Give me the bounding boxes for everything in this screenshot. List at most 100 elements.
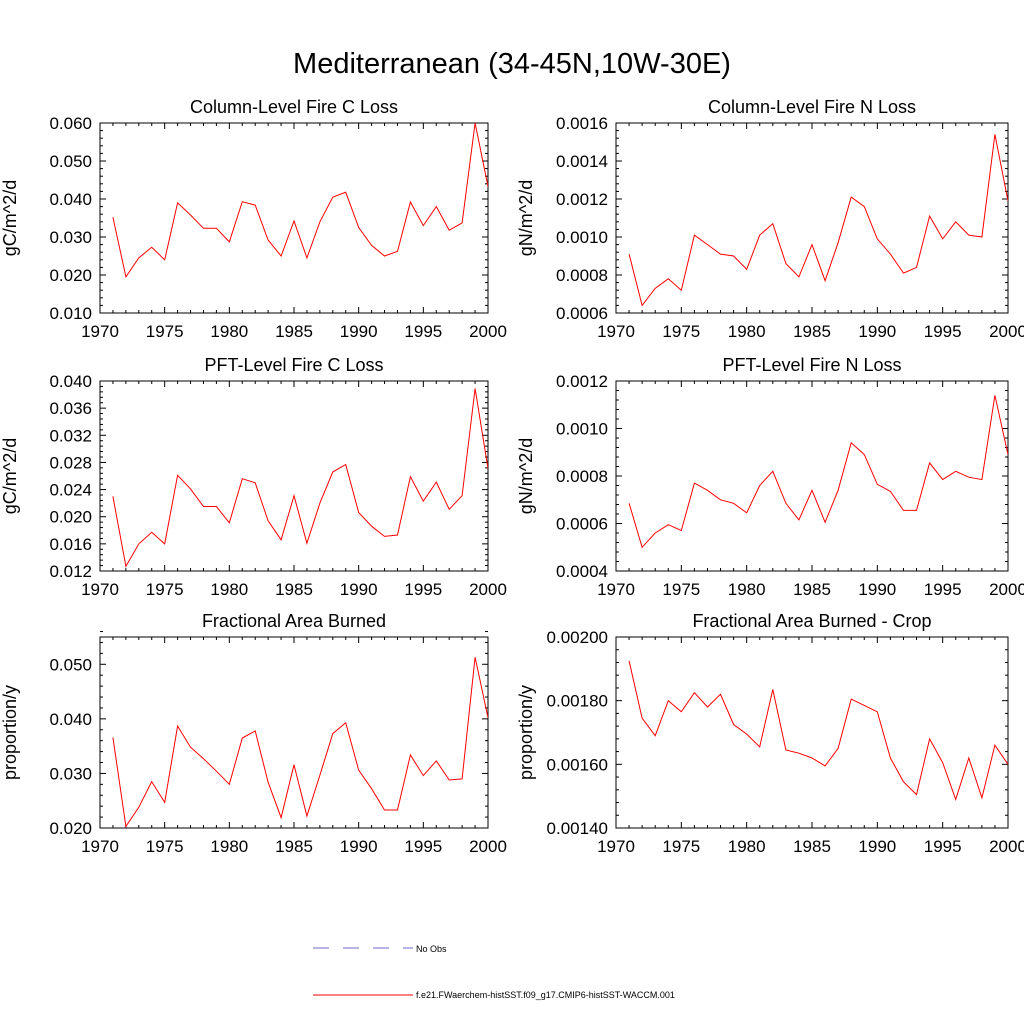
x-tick-label: 1990 (340, 837, 378, 856)
x-tick-label: 1980 (728, 837, 766, 856)
x-tick-label: 1990 (858, 580, 896, 599)
y-tick-label: 0.0016 (556, 114, 608, 133)
y-tick-label: 0.0010 (556, 228, 608, 247)
y-axis-label: gC/m^2/d (0, 180, 20, 256)
y-tick-label: 0.030 (49, 764, 92, 783)
x-tick-label: 2000 (469, 580, 507, 599)
x-tick-label: 1970 (597, 837, 635, 856)
y-tick-label: 0.0006 (556, 304, 608, 323)
x-tick-label: 1995 (404, 322, 442, 341)
y-tick-label: 0.012 (49, 562, 92, 581)
y-tick-label: 0.050 (49, 655, 92, 674)
chart-panel-6: Fractional Area Burned - Crop 1970 1975 198… (516, 611, 1024, 856)
x-tick-label: 1980 (728, 580, 766, 599)
x-tick-label: 1980 (210, 580, 248, 599)
plot-frame (99, 380, 489, 572)
x-tick-label: 1970 (597, 580, 635, 599)
x-tick-label: 1975 (662, 580, 700, 599)
y-tick-label: 0.00200 (547, 628, 608, 647)
x-tick-label: 1975 (146, 580, 184, 599)
chart-panel-1: Column-Level Fire C Loss 1970 1975 1980 1985… (0, 97, 507, 341)
y-tick-label: 0.024 (49, 481, 92, 500)
chart-panels: Column-Level Fire C Loss 1970 1975 1980 1985… (0, 97, 1024, 856)
y-tick-label: 0.00180 (547, 692, 608, 711)
y-tick-label: 0.0008 (556, 266, 608, 285)
chart-panel-3: PFT-Level Fire C Loss 1970 1975 1980 1985 199… (0, 355, 507, 599)
x-tick-label: 1985 (793, 322, 831, 341)
x-tick-label: 1990 (858, 322, 896, 341)
x-tick-label: 1980 (728, 322, 766, 341)
figure-title: Mediterranean (34-45N,10W-30E) (293, 48, 731, 80)
panel-title: PFT-Level Fire C Loss (204, 355, 383, 375)
series-line (112, 388, 488, 568)
plot-frame (99, 122, 489, 314)
y-tick-label: 0.040 (49, 190, 92, 209)
chart-panel-5: Fractional Area Burned 1970 1975 1980 1985 19… (0, 611, 507, 856)
x-tick-label: 1995 (404, 580, 442, 599)
x-tick-label: 1995 (924, 837, 962, 856)
x-tick-label: 1970 (81, 580, 119, 599)
y-tick-label: 0.00160 (547, 755, 608, 774)
legend-obs-label: No Obs (416, 944, 447, 954)
y-tick-label: 0.016 (49, 535, 92, 554)
plot-frame (615, 636, 1009, 829)
x-tick-label: 1970 (597, 322, 635, 341)
y-tick-label: 0.0004 (556, 562, 608, 581)
y-tick-label: 0.060 (49, 114, 92, 133)
x-tick-label: 2000 (469, 322, 507, 341)
y-tick-label: 0.032 (49, 426, 92, 445)
series-line (628, 660, 1008, 801)
panel-title: PFT-Level Fire N Loss (722, 355, 901, 375)
x-tick-label: 1990 (340, 580, 378, 599)
panel-title: Column-Level Fire N Loss (708, 97, 916, 117)
panel-title: Fractional Area Burned (202, 611, 386, 631)
x-tick-label: 1975 (146, 837, 184, 856)
y-axis-label: gN/m^2/d (516, 438, 536, 514)
series-line (112, 123, 488, 279)
x-tick-label: 2000 (989, 580, 1024, 599)
x-tick-label: 1990 (340, 322, 378, 341)
x-tick-label: 1985 (275, 580, 313, 599)
x-tick-label: 1985 (793, 580, 831, 599)
y-tick-label: 0.00140 (547, 819, 608, 838)
y-tick-label: 0.0010 (556, 420, 608, 439)
chart-panel-2: Column-Level Fire N Loss 1970 1975 1980 1985… (516, 97, 1024, 341)
panel-title: Fractional Area Burned - Crop (692, 611, 931, 631)
y-tick-label: 0.028 (49, 453, 92, 472)
x-tick-label: 2000 (989, 837, 1024, 856)
series-line (112, 657, 488, 828)
x-tick-label: 1985 (793, 837, 831, 856)
x-tick-label: 1980 (210, 837, 248, 856)
x-tick-label: 1970 (81, 322, 119, 341)
y-tick-label: 0.020 (49, 819, 92, 838)
series-line (628, 134, 1008, 307)
y-axis-label: proportion/y (516, 685, 536, 780)
x-tick-label: 1995 (404, 837, 442, 856)
y-axis-label: proportion/y (0, 685, 20, 780)
y-tick-label: 0.0006 (556, 515, 608, 534)
y-tick-label: 0.050 (49, 152, 92, 171)
legend-model-label: f.e21.FWaerchem-histSST.f09_g17.CMIP6-hi… (416, 990, 675, 1000)
x-tick-label: 1985 (275, 837, 313, 856)
y-tick-label: 0.0014 (556, 152, 608, 171)
y-tick-label: 0.020 (49, 508, 92, 527)
panel-title: Column-Level Fire C Loss (190, 97, 398, 117)
x-tick-label: 1975 (146, 322, 184, 341)
y-tick-label: 0.036 (49, 399, 92, 418)
chart-panel-4: PFT-Level Fire N Loss 1970 1975 1980 1985 199… (516, 355, 1024, 599)
x-tick-label: 1995 (924, 580, 962, 599)
x-tick-label: 1970 (81, 837, 119, 856)
y-axis-label: gC/m^2/d (0, 438, 20, 514)
y-tick-label: 0.030 (49, 228, 92, 247)
x-tick-label: 1975 (662, 837, 700, 856)
x-tick-label: 2000 (989, 322, 1024, 341)
y-axis-label: gN/m^2/d (516, 180, 536, 256)
series-line (628, 395, 1008, 549)
y-tick-label: 0.0008 (556, 467, 608, 486)
y-tick-label: 0.0012 (556, 372, 608, 391)
x-tick-label: 1975 (662, 322, 700, 341)
x-tick-label: 1995 (924, 322, 962, 341)
y-tick-label: 0.040 (49, 710, 92, 729)
y-tick-label: 0.0012 (556, 190, 608, 209)
